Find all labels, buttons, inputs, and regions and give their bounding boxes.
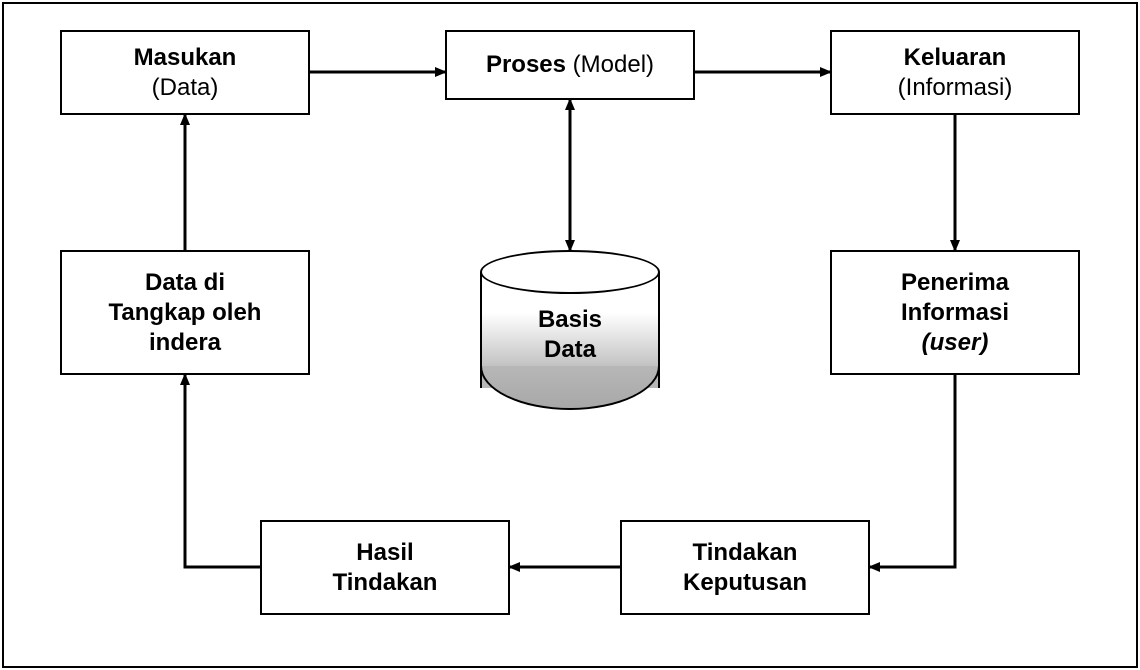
node-data-ditangkap-line2: Tangkap oleh (109, 298, 262, 328)
node-keluaran-title: Keluaran (898, 43, 1013, 73)
node-penerima-line2: Informasi (901, 298, 1009, 328)
node-hasil-tindakan-line1: Hasil (333, 538, 438, 568)
node-keluaran: Keluaran (Informasi) (830, 30, 1080, 115)
node-data-ditangkap-line1: Data di (109, 268, 262, 298)
cylinder-basis-data: Basis Data (480, 250, 660, 410)
node-penerima-line1: Penerima (901, 268, 1009, 298)
node-tindakan-keputusan-line1: Tindakan (683, 538, 807, 568)
node-masukan-subtitle: (Data) (134, 73, 237, 103)
node-proses: Proses (Model) (445, 30, 695, 100)
node-tindakan-keputusan-line2: Keputusan (683, 568, 807, 598)
node-penerima: Penerima Informasi (user) (830, 250, 1080, 375)
cylinder-label-line2: Data (480, 335, 660, 365)
node-penerima-line3: (user) (901, 328, 1009, 358)
node-masukan: Masukan (Data) (60, 30, 310, 115)
cylinder-label-line1: Basis (480, 305, 660, 335)
node-data-ditangkap-line3: indera (109, 328, 262, 358)
node-proses-subtitle: (Model) (566, 51, 654, 78)
node-data-ditangkap: Data di Tangkap oleh indera (60, 250, 310, 375)
node-tindakan-keputusan: Tindakan Keputusan (620, 520, 870, 615)
node-proses-title: Proses (486, 51, 566, 78)
node-hasil-tindakan: Hasil Tindakan (260, 520, 510, 615)
node-masukan-title: Masukan (134, 43, 237, 73)
node-keluaran-subtitle: (Informasi) (898, 73, 1013, 103)
node-hasil-tindakan-line2: Tindakan (333, 568, 438, 598)
